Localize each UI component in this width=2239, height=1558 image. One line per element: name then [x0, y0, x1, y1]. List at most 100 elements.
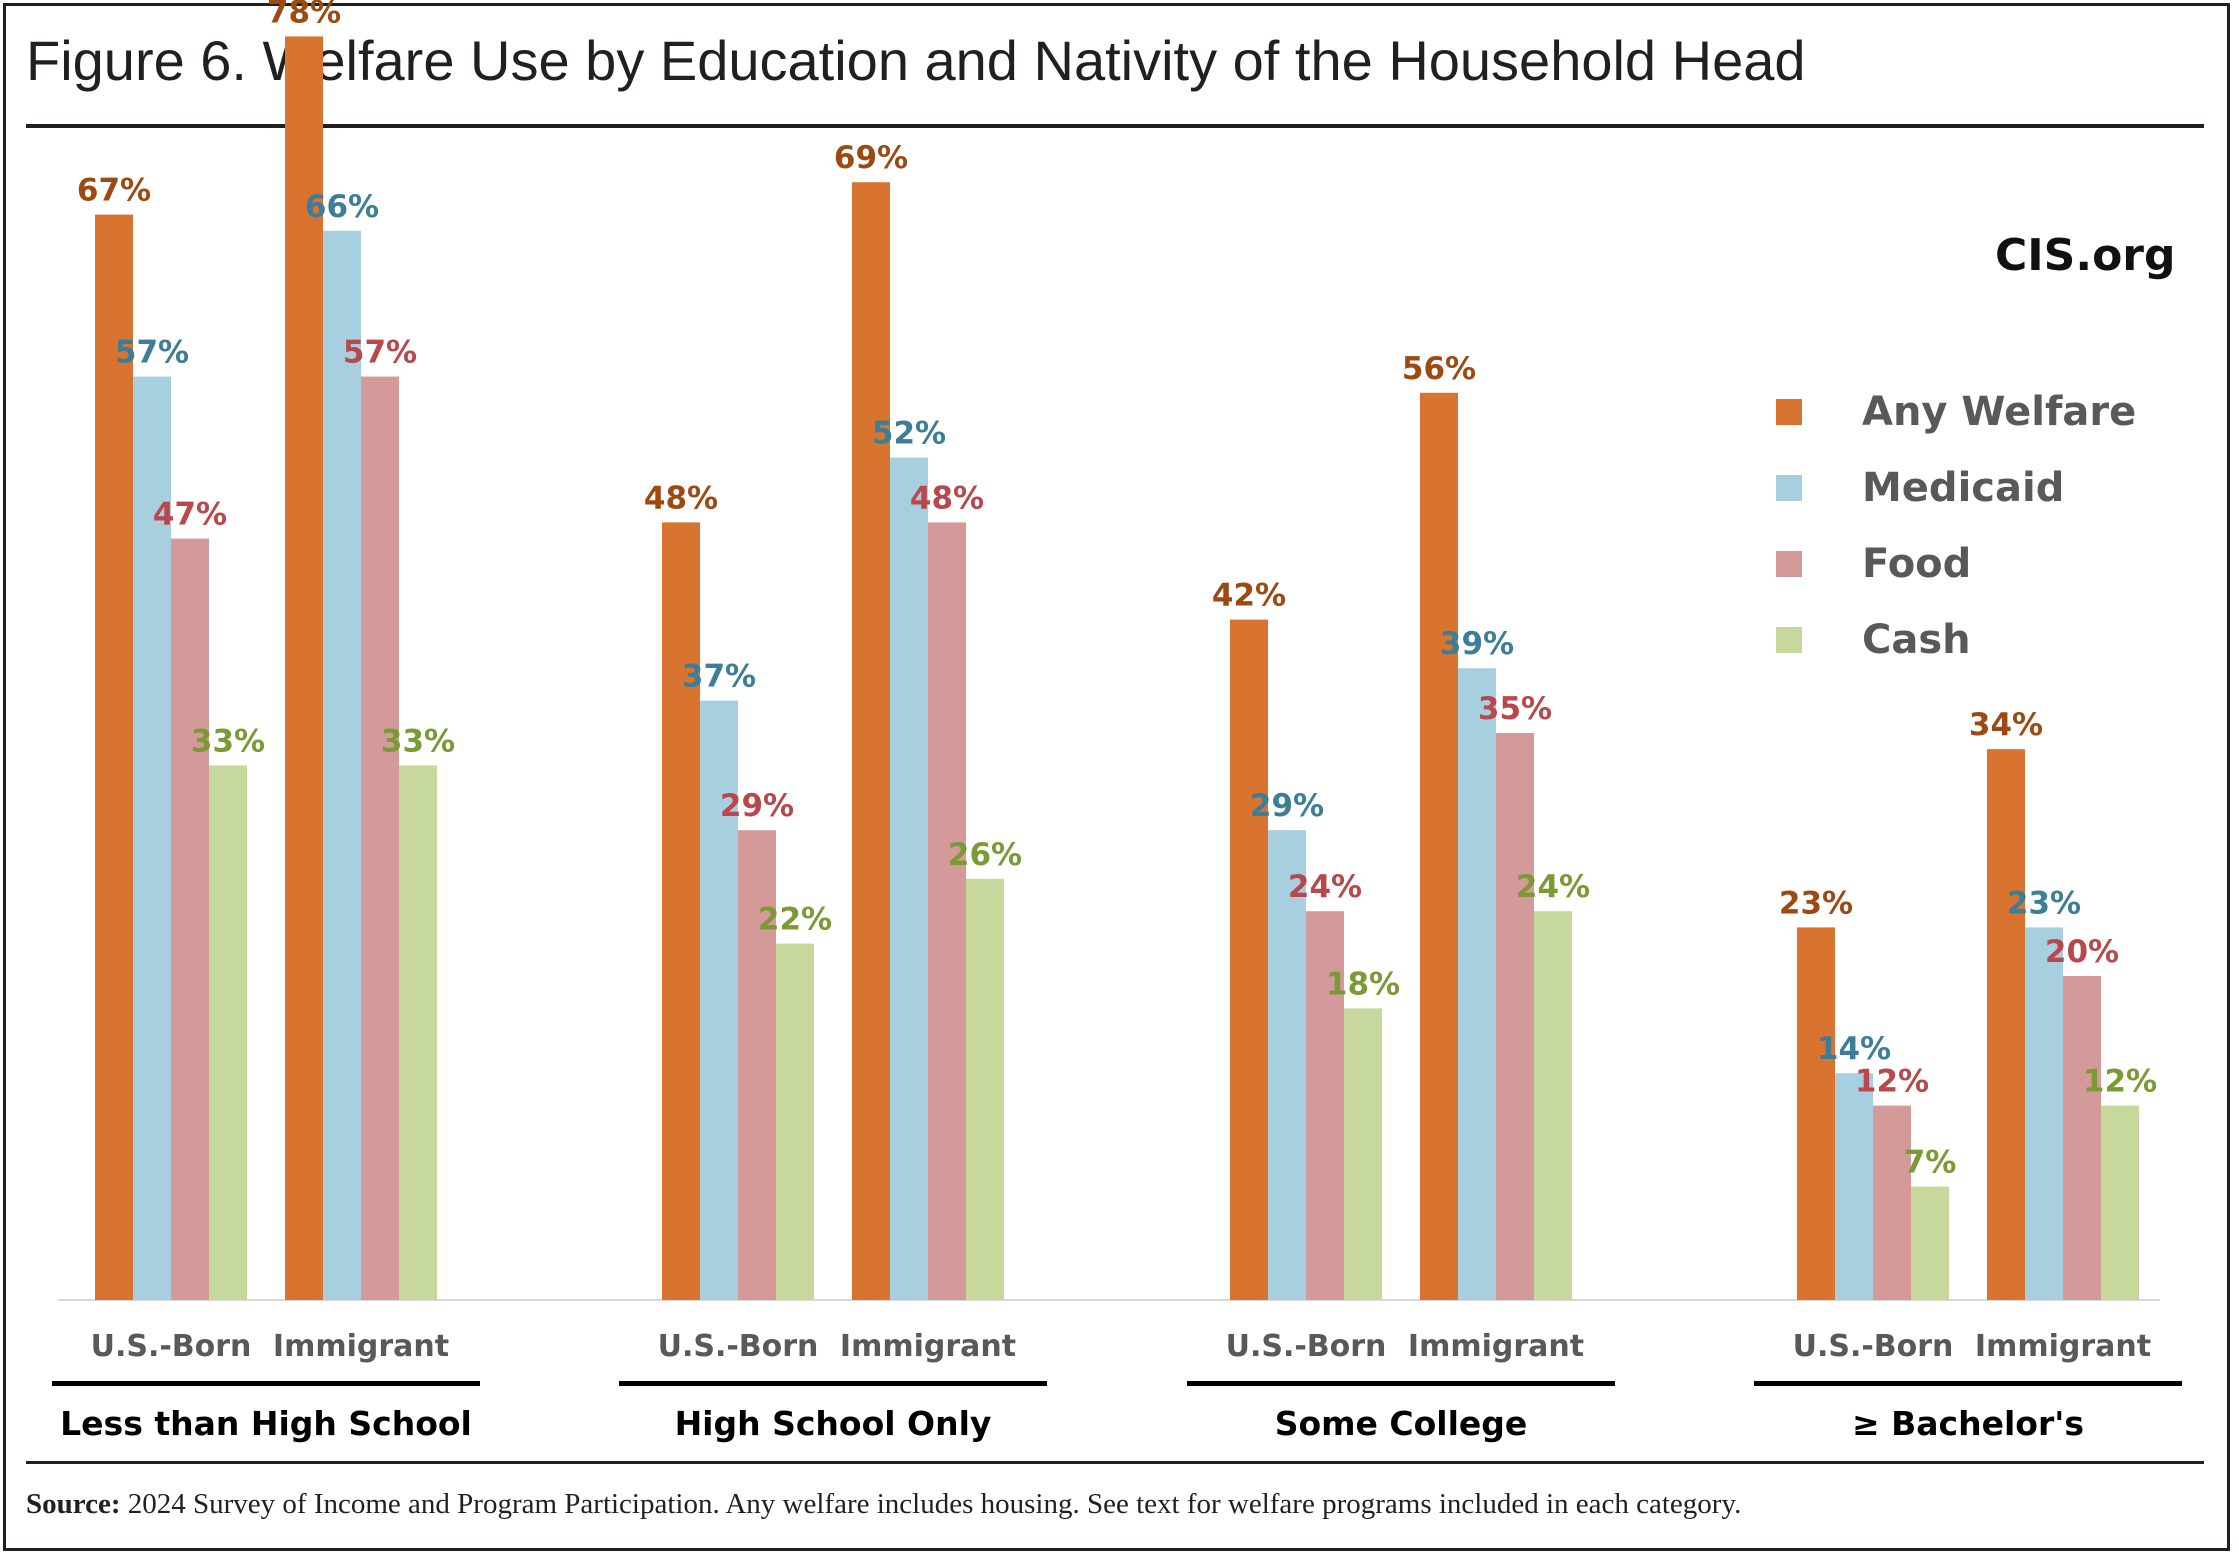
data-label-less-than-high-school-u-s-born-cash: 33% [191, 723, 265, 759]
bar-high-school-only-u-s-born-food [738, 830, 776, 1300]
bar-less-than-high-school-u-s-born-cash [209, 765, 247, 1300]
data-label-high-school-only-u-s-born-any-welfare: 48% [644, 480, 718, 516]
data-label-high-school-only-immigrant-medicaid: 52% [872, 416, 946, 452]
bar-high-school-only-u-s-born-medicaid [700, 700, 738, 1300]
data-label-high-school-only-immigrant-cash: 26% [948, 837, 1022, 873]
data-label-high-school-only-immigrant-food: 48% [910, 480, 984, 516]
group-label-less-than-high-school: Less than High School [60, 1404, 472, 1443]
legend-item-food: Food [1776, 526, 2136, 602]
bar-some-college-immigrant-food [1496, 733, 1534, 1300]
data-label-less-than-high-school-u-s-born-any-welfare: 67% [77, 173, 151, 209]
legend: Any Welfare Medicaid Food Cash [1776, 374, 2136, 678]
legend-item-medicaid: Medicaid [1776, 450, 2136, 526]
data-label-some-college-u-s-born-food: 24% [1288, 869, 1362, 905]
data-label-some-college-u-s-born-cash: 18% [1326, 966, 1400, 1002]
legend-label-any-welfare: Any Welfare [1862, 389, 2137, 435]
title-rule [26, 124, 2204, 128]
bar-bachelor-s-immigrant-any-welfare [1987, 749, 2025, 1300]
tick-label-high-school-only-u-s-born: U.S.-Born [658, 1329, 819, 1364]
legend-item-any-welfare: Any Welfare [1776, 374, 2136, 450]
tick-label-bachelor-s-immigrant: Immigrant [1975, 1329, 2151, 1364]
tick-label-bachelor-s-u-s-born: U.S.-Born [1793, 1329, 1954, 1364]
data-label-some-college-immigrant-any-welfare: 56% [1402, 351, 1476, 387]
tick-label-less-than-high-school-immigrant: Immigrant [273, 1329, 449, 1364]
bar-bachelor-s-immigrant-medicaid [2025, 927, 2063, 1300]
legend-item-cash: Cash [1776, 602, 2136, 678]
legend-label-cash: Cash [1862, 617, 1971, 663]
bar-less-than-high-school-u-s-born-food [171, 538, 209, 1300]
bar-bachelor-s-u-s-born-medicaid [1835, 1073, 1873, 1300]
bar-high-school-only-immigrant-food [928, 522, 966, 1300]
bar-bachelor-s-u-s-born-cash [1911, 1186, 1949, 1300]
bar-bachelor-s-u-s-born-food [1873, 1105, 1911, 1300]
source-note: Source: 2024 Survey of Income and Progra… [26, 1488, 1741, 1521]
group-underline-some-college [1187, 1381, 1615, 1386]
data-label-bachelor-s-immigrant-cash: 12% [2083, 1064, 2157, 1100]
data-label-some-college-immigrant-medicaid: 39% [1440, 626, 1514, 662]
bar-some-college-immigrant-cash [1534, 911, 1572, 1300]
source-rule [26, 1461, 2204, 1464]
data-label-bachelor-s-u-s-born-any-welfare: 23% [1779, 885, 1853, 921]
tick-label-high-school-only-immigrant: Immigrant [840, 1329, 1016, 1364]
bar-less-than-high-school-immigrant-medicaid [323, 230, 361, 1300]
data-label-bachelor-s-u-s-born-medicaid: 14% [1817, 1031, 1891, 1067]
bar-less-than-high-school-immigrant-cash [399, 765, 437, 1300]
bar-bachelor-s-immigrant-cash [2101, 1105, 2139, 1300]
legend-label-food: Food [1862, 541, 1972, 587]
tick-label-less-than-high-school-u-s-born: U.S.-Born [91, 1329, 252, 1364]
legend-swatch-food [1776, 551, 1802, 577]
data-label-bachelor-s-immigrant-medicaid: 23% [2007, 885, 2081, 921]
data-label-less-than-high-school-immigrant-medicaid: 66% [305, 189, 379, 225]
bar-high-school-only-u-s-born-cash [776, 943, 814, 1300]
tick-label-some-college-u-s-born: U.S.-Born [1226, 1329, 1387, 1364]
bar-some-college-u-s-born-medicaid [1268, 830, 1306, 1300]
data-label-less-than-high-school-immigrant-food: 57% [343, 335, 417, 371]
brand-logo-text: CIS.org [1995, 230, 2176, 281]
data-label-less-than-high-school-u-s-born-food: 47% [153, 497, 227, 533]
legend-swatch-cash [1776, 627, 1802, 653]
source-label: Source: [26, 1488, 121, 1520]
data-label-bachelor-s-u-s-born-cash: 7% [1904, 1145, 1957, 1181]
data-label-high-school-only-u-s-born-food: 29% [720, 788, 794, 824]
bar-high-school-only-u-s-born-any-welfare [662, 522, 700, 1300]
data-label-less-than-high-school-immigrant-any-welfare: 78% [267, 0, 341, 30]
group-underline-high-school-only [619, 1381, 1047, 1386]
bar-high-school-only-immigrant-cash [966, 878, 1004, 1300]
data-label-bachelor-s-u-s-born-food: 12% [1855, 1064, 1929, 1100]
data-label-less-than-high-school-u-s-born-medicaid: 57% [115, 335, 189, 371]
group-label-bachelor-s: ≥ Bachelor's [1852, 1404, 2084, 1443]
group-label-high-school-only: High School Only [675, 1404, 992, 1443]
bar-less-than-high-school-u-s-born-any-welfare [95, 214, 133, 1301]
data-label-high-school-only-u-s-born-medicaid: 37% [682, 659, 756, 695]
group-label-some-college: Some College [1275, 1404, 1528, 1443]
tick-label-some-college-immigrant: Immigrant [1408, 1329, 1584, 1364]
data-label-high-school-only-u-s-born-cash: 22% [758, 902, 832, 938]
bar-bachelor-s-u-s-born-any-welfare [1797, 927, 1835, 1300]
bar-some-college-u-s-born-cash [1344, 1008, 1382, 1300]
data-label-bachelor-s-immigrant-food: 20% [2045, 934, 2119, 970]
bar-some-college-immigrant-any-welfare [1420, 392, 1458, 1300]
group-underline-less-than-high-school [52, 1381, 480, 1386]
bar-high-school-only-immigrant-any-welfare [852, 182, 890, 1301]
bar-chart: 67% 57% 47% 33% U.S.-Born 78% 66% 57% 33% Immigra… [52, 0, 2182, 1443]
group-underline-bachelor-s [1754, 1381, 2182, 1386]
legend-label-medicaid: Medicaid [1862, 465, 2065, 511]
bar-some-college-u-s-born-any-welfare [1230, 619, 1268, 1300]
bar-high-school-only-immigrant-medicaid [890, 457, 928, 1301]
bar-bachelor-s-immigrant-food [2063, 976, 2101, 1300]
data-label-some-college-u-s-born-medicaid: 29% [1250, 788, 1324, 824]
data-label-some-college-u-s-born-any-welfare: 42% [1212, 578, 1286, 614]
data-label-high-school-only-immigrant-any-welfare: 69% [834, 140, 908, 176]
legend-swatch-medicaid [1776, 475, 1802, 501]
data-label-some-college-immigrant-food: 35% [1478, 691, 1552, 727]
bar-some-college-immigrant-medicaid [1458, 668, 1496, 1300]
data-label-some-college-immigrant-cash: 24% [1516, 869, 1590, 905]
source-text: 2024 Survey of Income and Program Partic… [127, 1488, 1742, 1520]
data-label-less-than-high-school-immigrant-cash: 33% [381, 723, 455, 759]
figure-frame [3, 3, 2230, 1551]
bar-less-than-high-school-u-s-born-medicaid [133, 376, 171, 1301]
data-label-bachelor-s-immigrant-any-welfare: 34% [1969, 707, 2043, 743]
legend-swatch-any-welfare [1776, 399, 1802, 425]
bar-less-than-high-school-immigrant-any-welfare [285, 36, 323, 1300]
bar-some-college-u-s-born-food [1306, 911, 1344, 1300]
